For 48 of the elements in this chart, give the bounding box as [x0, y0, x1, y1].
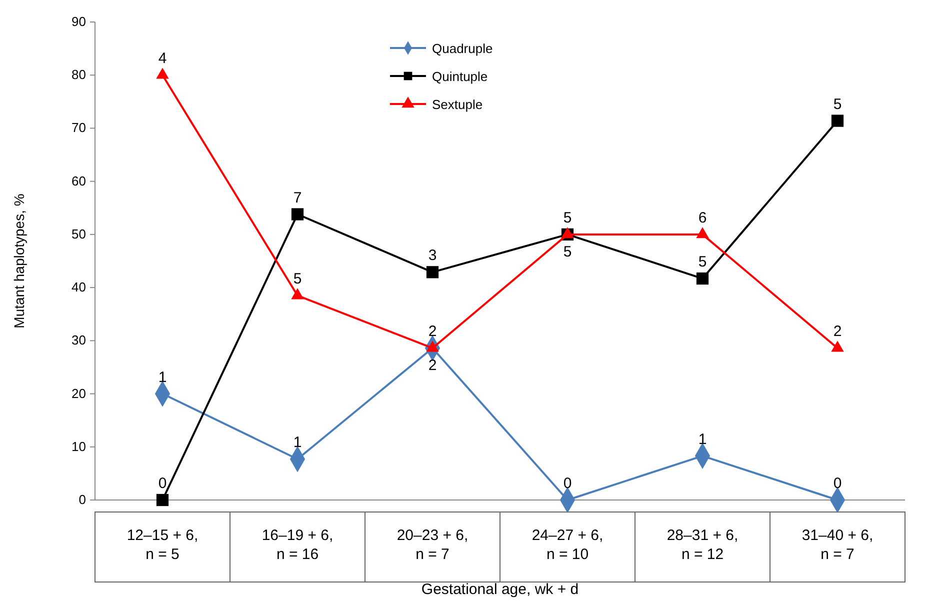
point: [156, 494, 169, 506]
y-tick-label: 40: [72, 280, 86, 295]
y-tick-label: 70: [72, 120, 86, 136]
annotation: 0: [833, 475, 842, 492]
legend-label: Quadruple: [432, 41, 493, 56]
annotation: 2: [428, 323, 437, 340]
annotation: 4: [158, 50, 167, 68]
y-tick-label: 60: [72, 173, 86, 188]
x-tick-label: 24–27 + 6, n = 10: [532, 527, 604, 563]
x-tick-label: 20–23 + 6, n = 7: [396, 527, 468, 563]
annotation: 6: [698, 209, 707, 226]
x-axis-title: Gestational age, wk + d: [421, 581, 579, 598]
annotation: 3: [428, 247, 437, 264]
y-tick-label: 90: [72, 14, 86, 29]
annotation: 5: [833, 96, 842, 113]
y-tick-label: 0: [78, 492, 86, 507]
annotation: 0: [158, 475, 167, 492]
legend-label: Quintuple: [432, 69, 488, 84]
y-axis-title: Mutant haplotypes, %: [11, 194, 27, 328]
point: [831, 114, 844, 127]
x-tick-label: 16–19 + 6, n = 16: [262, 527, 334, 563]
point: [156, 68, 169, 79]
annotation: 1: [293, 434, 302, 452]
point: [696, 227, 709, 238]
annotation: 5: [293, 270, 302, 288]
annotation: 1: [158, 368, 167, 386]
point: [831, 340, 844, 352]
annotation: 5: [563, 209, 572, 226]
y-tick-label: 20: [72, 386, 86, 401]
x-tick-label: 28–31 + 6, n = 12: [666, 527, 738, 563]
annotation: 2: [833, 323, 842, 340]
legend-label: Sextuple: [432, 97, 483, 112]
y-tick-label: 30: [72, 332, 86, 348]
annotation: 5: [698, 254, 707, 271]
x-tick-label: 12–15 + 6, n = 5: [126, 527, 198, 563]
point: [291, 208, 304, 220]
y-tick-label: 50: [72, 226, 86, 242]
annotation: 2: [428, 357, 437, 374]
annotation: 0: [563, 475, 572, 492]
annotation: 7: [293, 189, 302, 206]
point: [291, 288, 304, 300]
annotation: 5: [563, 243, 572, 260]
y-tick-label: 80: [72, 67, 86, 82]
annotation: 1: [698, 430, 707, 448]
point: [426, 266, 439, 278]
y-tick-label: 10: [72, 438, 86, 454]
x-tick-label: 31–40 + 6, n = 7: [802, 527, 874, 563]
point: [696, 272, 709, 285]
